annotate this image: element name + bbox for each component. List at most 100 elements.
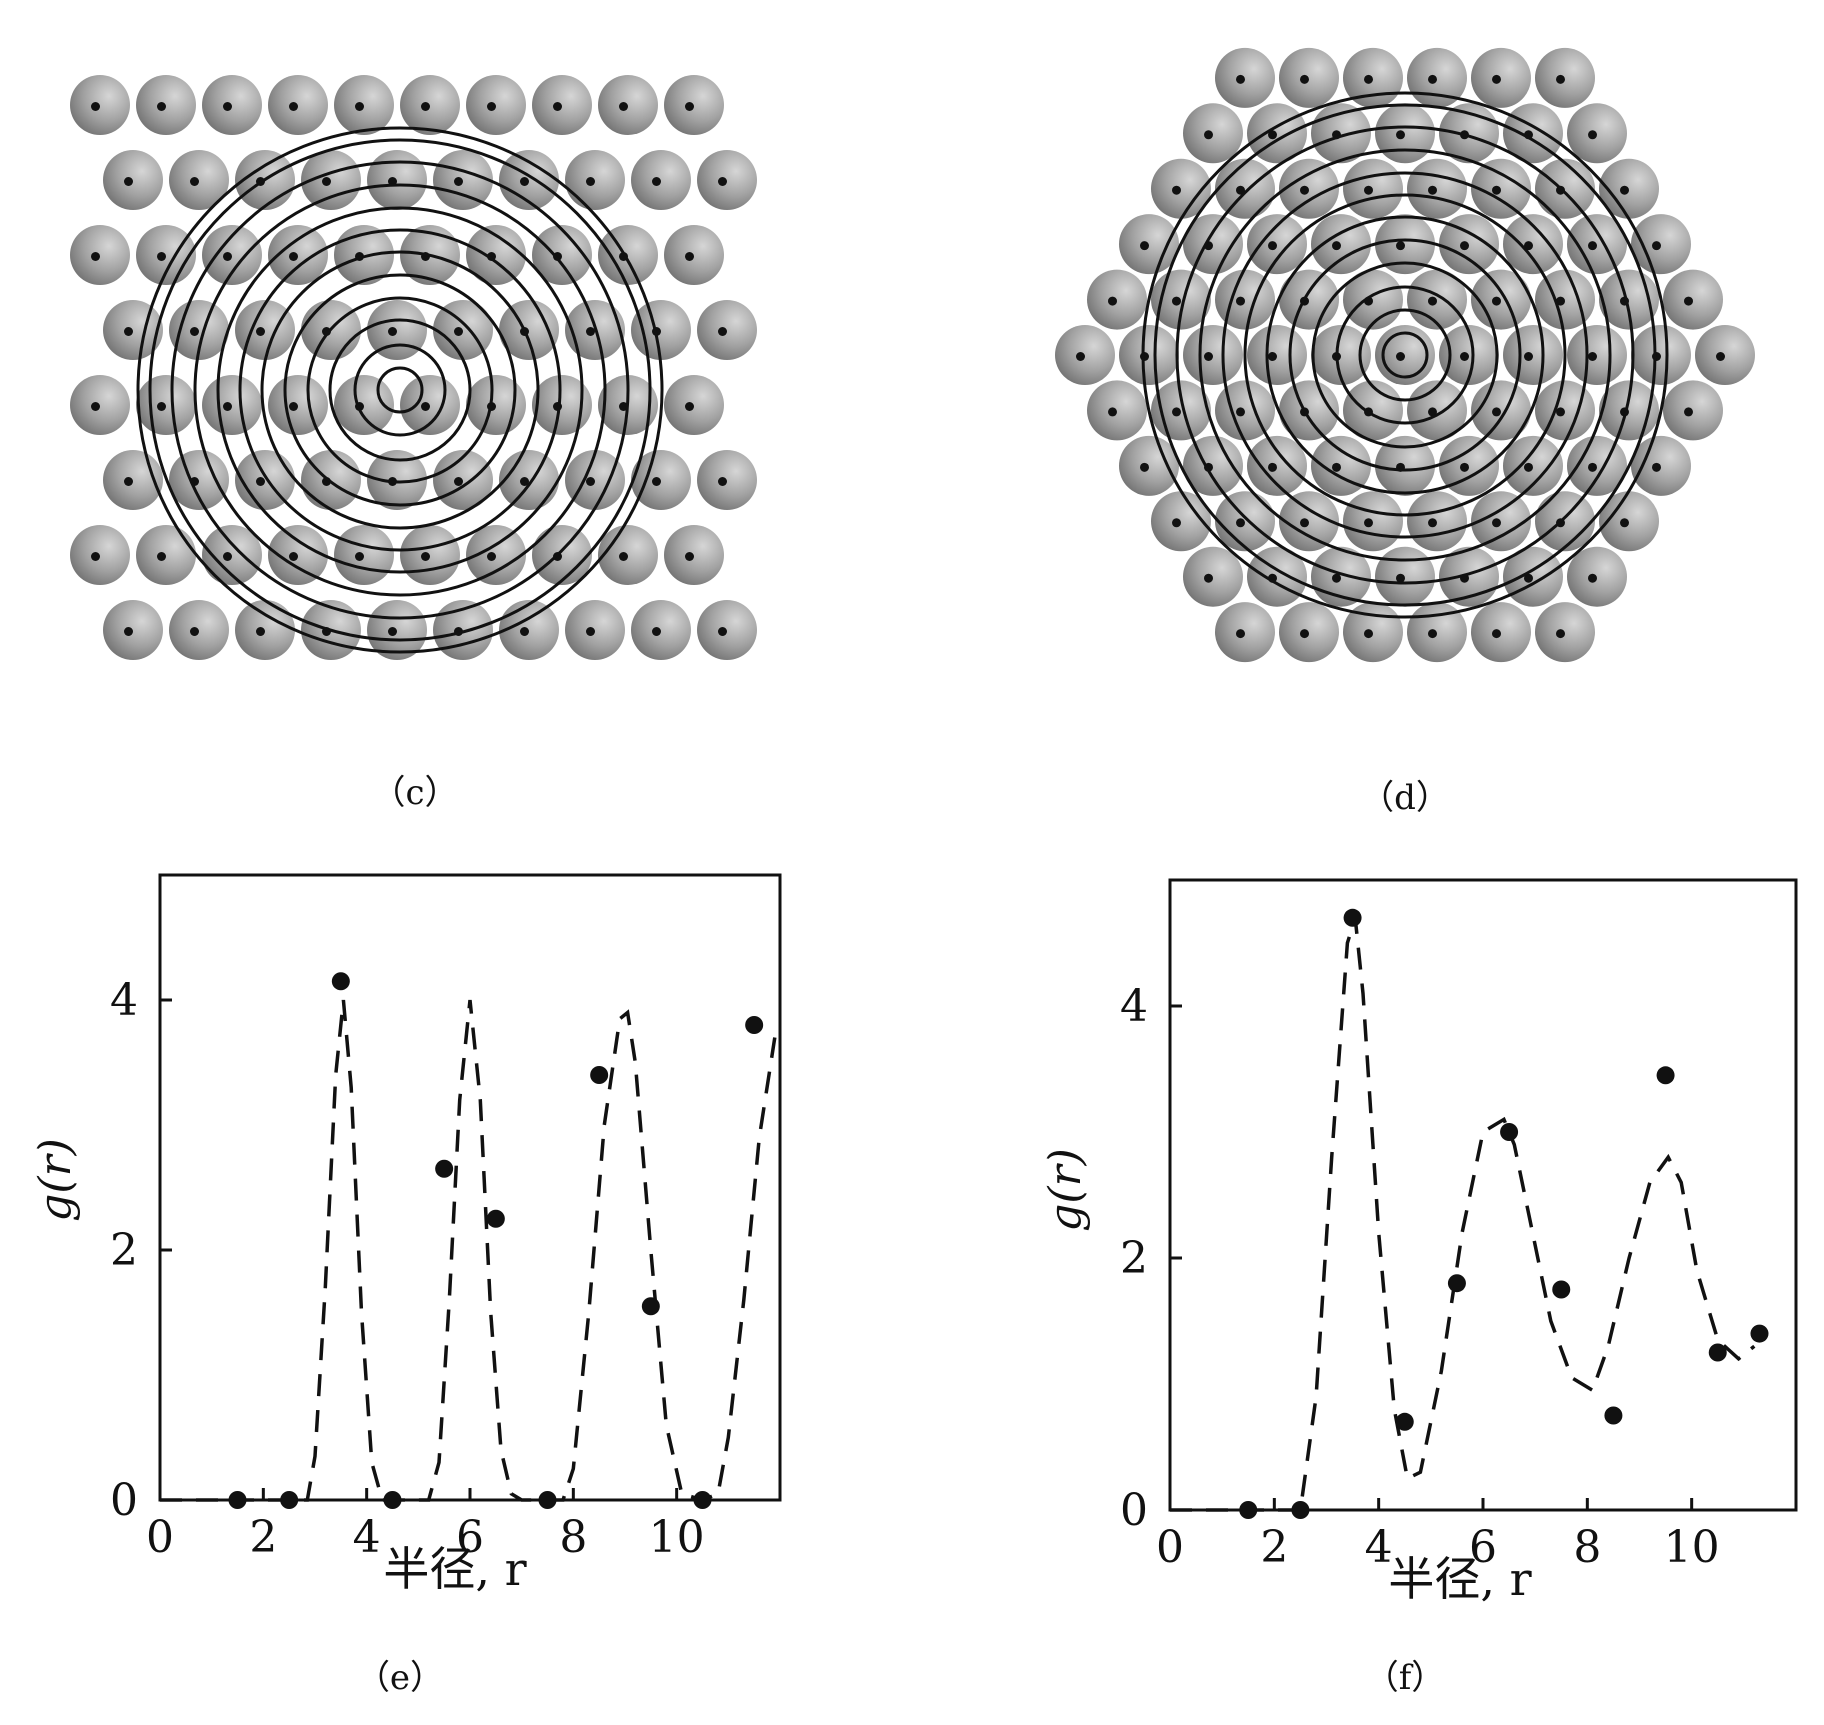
sphere-atom: [136, 225, 196, 285]
sphere-center-dot: [1620, 185, 1629, 195]
sphere-body: [697, 300, 757, 360]
sphere-center-dot: [454, 177, 463, 186]
sphere-atom: [1343, 491, 1403, 552]
sphere-center-dot: [421, 102, 430, 111]
x-tick-label: 4: [353, 1512, 381, 1563]
sphere-atom: [136, 525, 196, 585]
sphere-center-dot: [1588, 573, 1597, 583]
sphere-atom: [268, 525, 328, 585]
sphere-body: [301, 150, 361, 210]
sphere-atom: [136, 75, 196, 135]
sphere-atom: [1663, 269, 1723, 330]
sphere-atom: [1599, 158, 1659, 219]
sphere-center-dot: [289, 252, 298, 261]
concentric-shells-c: [136, 126, 664, 654]
sphere-body: [499, 300, 559, 360]
sphere-body: [136, 525, 196, 585]
sphere-body: [1439, 325, 1499, 385]
sphere-center-dot: [289, 552, 298, 561]
x-tick-label: 6: [1469, 1522, 1497, 1573]
sphere-atom: [169, 600, 229, 660]
sphere-center-dot: [454, 477, 463, 486]
sphere-atom: [235, 600, 295, 660]
sphere-center-dot: [487, 552, 496, 561]
sphere-atom: [1503, 435, 1563, 496]
sphere-body: [367, 450, 427, 510]
sphere-atom: [1375, 214, 1435, 275]
data-point: [486, 1209, 505, 1228]
sphere-atom: [1311, 435, 1371, 496]
sphere-center-dot: [157, 252, 166, 261]
x-axis-label: 半径, r: [1388, 1552, 1531, 1606]
sphere-atom: [1471, 491, 1531, 552]
sphere-center-dot: [1588, 352, 1597, 361]
shell-ring: [1141, 91, 1669, 619]
sphere-atom: [631, 450, 691, 510]
x-axis-label: 半径, r: [383, 1542, 526, 1596]
sphere-center-dot: [1108, 407, 1117, 417]
sphere-atom: [1535, 158, 1595, 219]
sphere-body: [1343, 158, 1403, 219]
x-tick-label: 2: [249, 1512, 277, 1563]
sphere-body: [70, 75, 130, 135]
shell-ring: [353, 343, 447, 437]
shell-ring: [1335, 285, 1475, 425]
shell-ring: [1153, 103, 1657, 607]
sphere-center-dot: [1300, 74, 1309, 84]
sphere-center-dot: [586, 327, 595, 336]
sphere-body: [1471, 491, 1531, 552]
sphere-body: [301, 450, 361, 510]
sphere-center-dot: [1492, 407, 1501, 417]
shell-ring: [1221, 171, 1589, 539]
sphere-center-dot: [1364, 518, 1373, 528]
sphere-center-dot: [685, 552, 694, 561]
sphere-center-dot: [1172, 518, 1181, 528]
sphere-center-dot: [1684, 407, 1693, 417]
sphere-center-dot: [1492, 629, 1501, 639]
sphere-atom: [565, 600, 625, 660]
sphere-atom: [1631, 214, 1691, 275]
sphere-center-dot: [91, 402, 100, 411]
sphere-body: [466, 525, 526, 585]
sphere-body: [400, 375, 460, 435]
sphere-center-dot: [1492, 296, 1501, 306]
sphere-center-dot: [1396, 573, 1405, 583]
sphere-center-dot: [355, 102, 364, 111]
sphere-atom: [466, 75, 526, 135]
sphere-body: [1631, 325, 1691, 385]
sphere-center-dot: [1364, 185, 1373, 195]
data-point: [1395, 1412, 1414, 1431]
sphere-body: [400, 75, 460, 135]
sphere-center-dot: [553, 102, 562, 111]
sphere-atom: [1119, 214, 1179, 275]
sphere-body: [1695, 325, 1755, 385]
shell-ring: [1311, 261, 1499, 449]
sphere-body: [1119, 214, 1179, 275]
sphere-center-dot: [454, 327, 463, 336]
sphere-body: [1247, 325, 1307, 385]
sphere-body: [1311, 214, 1371, 275]
data-point: [1447, 1274, 1466, 1293]
sphere-atom: [1279, 158, 1339, 219]
sphere-body: [565, 450, 625, 510]
sphere-body: [1183, 546, 1243, 607]
y-tick-label: 4: [1120, 981, 1148, 1032]
sphere-center-dot: [1428, 629, 1437, 639]
data-points: [1239, 908, 1769, 1519]
sphere-atom: [1119, 435, 1179, 496]
sphere-atom: [499, 450, 559, 510]
sphere-body: [1055, 325, 1115, 385]
sphere-atom: [466, 375, 526, 435]
sphere-body: [268, 525, 328, 585]
sphere-center-dot: [1556, 407, 1565, 417]
x-tick-label: 10: [1664, 1522, 1720, 1573]
sphere-center-dot: [157, 102, 166, 111]
sphere-center-dot: [1524, 462, 1533, 472]
caption-e: （e）: [355, 1658, 445, 1698]
sphere-body: [466, 375, 526, 435]
sphere-atom: [1183, 325, 1243, 385]
sphere-body: [1247, 435, 1307, 496]
sphere-center-dot: [1332, 241, 1341, 251]
sphere-atom: [367, 300, 427, 360]
dashed-curve: [1170, 917, 1756, 1512]
